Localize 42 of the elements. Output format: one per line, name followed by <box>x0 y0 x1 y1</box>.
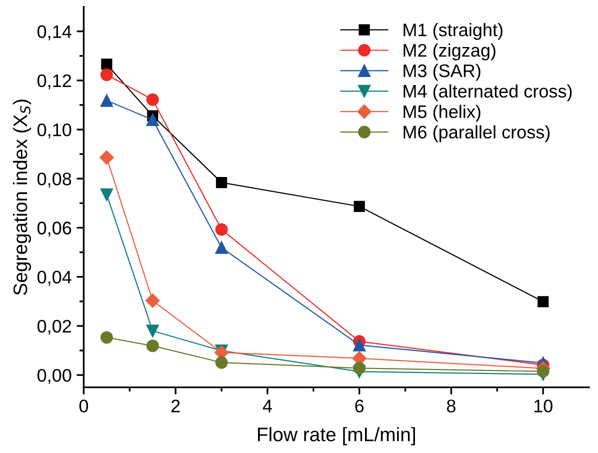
point <box>354 200 365 212</box>
point <box>100 150 114 165</box>
y-tick-label: 0,12 <box>37 74 72 90</box>
point <box>146 324 159 338</box>
point <box>146 113 159 126</box>
legend-label: M2 (zigzag) <box>404 43 496 60</box>
y-tick-label: 0,02 <box>37 320 72 335</box>
y-tick-label: 0,14 <box>37 25 72 40</box>
x-tick-label: 8 <box>446 400 456 412</box>
point <box>215 223 228 236</box>
y-tick-label: 0,10 <box>37 123 72 138</box>
point <box>146 93 159 106</box>
y-tick-label: 0,06 <box>37 222 72 237</box>
y-axis-title: Segregation index (X$_{S}$) <box>12 100 32 295</box>
point <box>100 188 113 201</box>
point <box>215 356 228 369</box>
x-tick-label: 6 <box>355 400 364 412</box>
legend-label: M6 (parallel cross) <box>404 125 550 142</box>
point <box>353 338 366 352</box>
point <box>216 177 228 188</box>
legend-label: M1 (straight) <box>404 23 502 40</box>
y-tick-label: 0,00 <box>37 368 72 384</box>
x-axis-title: Flow rate [mL/min] <box>258 427 415 446</box>
legend-label: M3 (SAR) <box>404 64 480 81</box>
point <box>146 340 159 352</box>
point <box>101 58 112 70</box>
x-tick-label: 0 <box>79 400 88 412</box>
point <box>100 94 113 107</box>
x-tick-label: 2 <box>171 400 180 412</box>
y-tick-label: 0,08 <box>37 172 72 188</box>
legend-label: M4 (alternated cross) <box>404 84 572 102</box>
point <box>146 294 160 308</box>
point <box>100 68 113 82</box>
y-tick-label: 0,04 <box>37 270 72 286</box>
point <box>538 296 549 308</box>
x-tick-label: 10 <box>534 400 552 412</box>
point <box>536 365 550 378</box>
point <box>100 331 113 344</box>
point <box>215 241 228 254</box>
legend-label: M5 (helix) <box>404 104 480 122</box>
x-tick-label: 4 <box>262 400 272 412</box>
point <box>353 362 366 374</box>
